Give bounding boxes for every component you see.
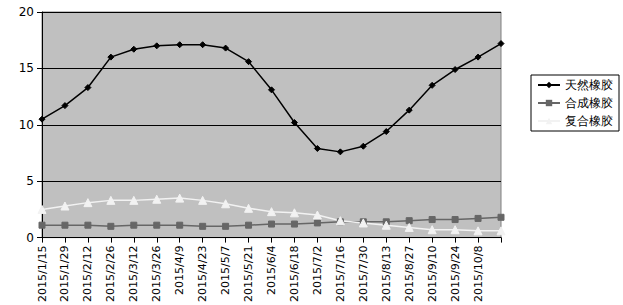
svg-text:2015/1/29: 2015/1/29 [58,246,71,302]
svg-text:2015/4/9: 2015/4/9 [173,246,186,295]
svg-text:2015/5/21: 2015/5/21 [242,246,255,302]
svg-text:天然橡胶: 天然橡胶 [565,78,613,92]
svg-text:2015/6/4: 2015/6/4 [265,246,278,295]
svg-text:2015/2/12: 2015/2/12 [81,246,94,302]
svg-text:2015/8/13: 2015/8/13 [380,246,393,302]
svg-text:0: 0 [26,231,34,245]
svg-text:2015/2/26: 2015/2/26 [104,246,117,302]
svg-text:2015/9/24: 2015/9/24 [449,246,462,302]
svg-text:15: 15 [19,61,34,75]
svg-text:2015/9/10: 2015/9/10 [426,246,439,302]
svg-text:2015/6/18: 2015/6/18 [288,246,301,302]
svg-text:2015/5/7: 2015/5/7 [219,246,232,295]
svg-text:5: 5 [26,174,34,188]
svg-text:2015/7/30: 2015/7/30 [357,246,370,302]
svg-text:10: 10 [19,118,34,132]
svg-text:2015/3/12: 2015/3/12 [127,246,140,302]
svg-text:复合橡胶: 复合橡胶 [565,114,613,128]
svg-text:合成橡胶: 合成橡胶 [565,96,613,110]
svg-text:2015/4/23: 2015/4/23 [196,246,209,302]
svg-text:2015/7/16: 2015/7/16 [334,246,347,302]
svg-text:2015/1/15: 2015/1/15 [36,246,49,302]
svg-text:2015/8/27: 2015/8/27 [403,246,416,302]
svg-text:2015/10/8: 2015/10/8 [472,246,485,302]
svg-text:2015/3/26: 2015/3/26 [150,246,163,302]
svg-text:2015/7/2: 2015/7/2 [311,246,324,295]
svg-text:20: 20 [19,5,34,19]
